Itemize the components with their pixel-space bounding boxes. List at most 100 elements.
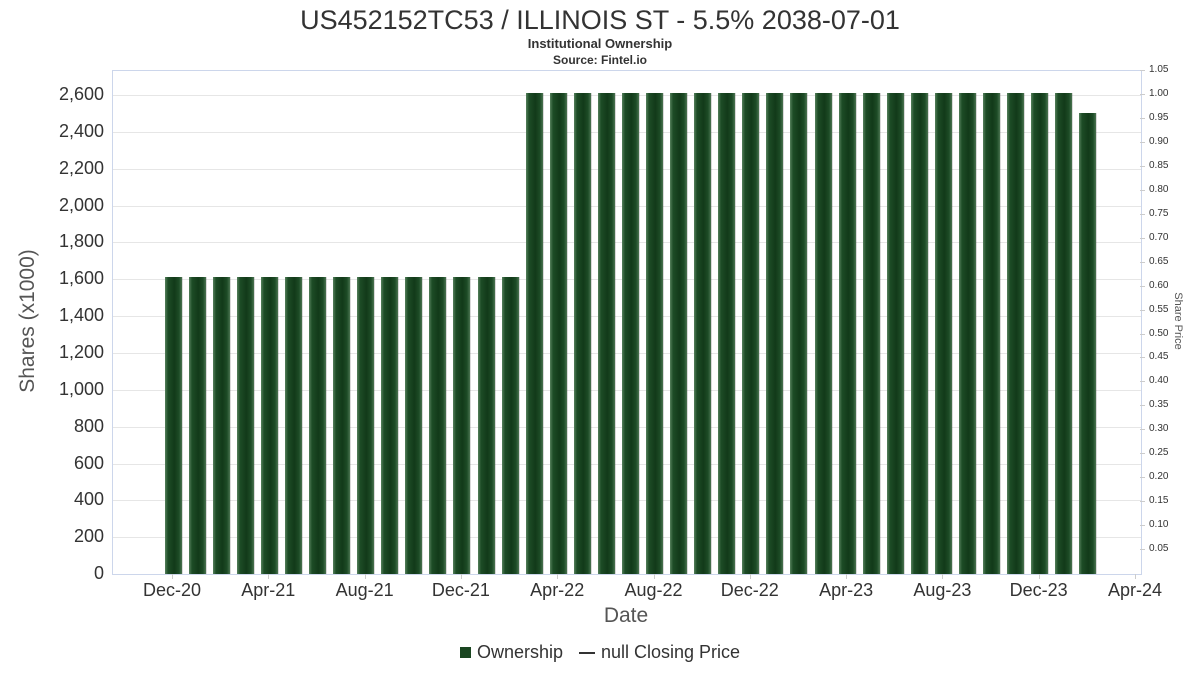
- x-axis-tick-label: Dec-23: [1009, 580, 1068, 600]
- secondary-y-axis-tick-label: 0.75: [1149, 207, 1169, 219]
- secondary-y-axis-tick: [1140, 357, 1145, 359]
- ownership-bar[interactable]: [549, 93, 567, 574]
- ownership-bar[interactable]: [453, 277, 471, 574]
- x-axis-tick: [268, 574, 270, 579]
- ownership-bar[interactable]: [718, 93, 736, 574]
- secondary-y-axis-tick: [1140, 429, 1145, 431]
- ownership-bar[interactable]: [670, 93, 688, 574]
- y-axis-tick-label: 200: [73, 526, 104, 547]
- ownership-bar[interactable]: [308, 277, 326, 574]
- chart-title: US452152TC53 / ILLINOIS ST - 5.5% 2038-0…: [300, 5, 900, 35]
- secondary-y-axis-tick: [1140, 94, 1145, 95]
- y-axis-tick-label: 2,200: [58, 157, 104, 178]
- plot-area[interactable]: [112, 70, 1142, 575]
- ownership-bar[interactable]: [838, 93, 856, 574]
- ownership-bar[interactable]: [525, 93, 543, 574]
- ownership-bar[interactable]: [188, 277, 206, 574]
- ownership-bar[interactable]: [1055, 93, 1073, 574]
- x-axis-tick: [1135, 574, 1136, 579]
- ownership-bar[interactable]: [862, 93, 880, 574]
- y-axis-tick-label: 0: [93, 563, 104, 583]
- ownership-bar[interactable]: [934, 93, 952, 574]
- secondary-y-axis-tick: [1140, 237, 1145, 239]
- x-axis-tick: [557, 574, 559, 579]
- y-axis-tick-label: 1,200: [58, 341, 104, 362]
- ownership-bar[interactable]: [766, 93, 784, 574]
- secondary-y-axis-tick-label: 0.90: [1149, 135, 1169, 147]
- secondary-y-axis-tick-label: 0.45: [1149, 351, 1169, 363]
- secondary-y-axis-tick-label: 0.50: [1149, 327, 1169, 339]
- secondary-y-axis-tick-label: 0.70: [1149, 231, 1169, 243]
- ownership-bar[interactable]: [597, 93, 615, 574]
- y-axis-tick-label: 600: [73, 452, 104, 473]
- x-axis-tick-label: Apr-22: [530, 580, 585, 600]
- secondary-y-axis-tick-label: 0.85: [1149, 159, 1169, 171]
- ownership-bar[interactable]: [694, 93, 712, 574]
- secondary-y-axis-tick-label: 0.05: [1149, 543, 1169, 554]
- secondary-y-axis-tick-label: 1.00: [1149, 88, 1169, 99]
- ownership-bar[interactable]: [284, 277, 302, 574]
- legend-item-ownership[interactable]: Ownership: [459, 642, 563, 663]
- secondary-y-axis-tick: [1140, 213, 1145, 215]
- secondary-y-axis-tick-label: 0.60: [1149, 279, 1169, 291]
- secondary-y-axis-tick-label: 1.05: [1149, 64, 1169, 75]
- ownership-bar[interactable]: [886, 93, 904, 574]
- ownership-bar[interactable]: [573, 93, 591, 574]
- ownership-bar[interactable]: [742, 93, 760, 574]
- secondary-y-axis-tick: [1140, 285, 1145, 287]
- ownership-bar[interactable]: [814, 93, 832, 574]
- x-axis-tick-label: Aug-22: [624, 580, 683, 600]
- x-axis-title: Date: [603, 604, 649, 627]
- ownership-bar[interactable]: [405, 277, 423, 574]
- ownership-bar[interactable]: [333, 277, 350, 574]
- x-axis-tick-label: Apr-24: [1107, 580, 1163, 600]
- y-axis-tick-label: 1,000: [58, 378, 104, 399]
- ownership-bar[interactable]: [646, 93, 663, 574]
- ownership-bar[interactable]: [477, 277, 495, 574]
- y-axis-tick-label: 400: [73, 489, 104, 510]
- y-axis-tick-label: 1,600: [58, 268, 104, 289]
- secondary-y-axis-tick: [1140, 189, 1145, 191]
- legend-label-ownership: Ownership: [476, 642, 563, 662]
- ownership-bar[interactable]: [260, 277, 278, 574]
- legend-item-closing-price[interactable]: null Closing Price: [578, 642, 741, 663]
- ownership-bar[interactable]: [357, 277, 375, 574]
- legend-label-closing-price: null Closing Price: [600, 642, 741, 662]
- secondary-y-axis-tick: [1140, 333, 1145, 335]
- ownership-bar[interactable]: [1079, 113, 1097, 574]
- secondary-y-axis-tick-label: 0.30: [1149, 423, 1169, 435]
- secondary-y-axis-tick: [1140, 501, 1145, 503]
- x-axis-tick: [846, 574, 848, 579]
- ownership-bar[interactable]: [164, 277, 182, 574]
- ownership-bar[interactable]: [212, 277, 230, 574]
- ownership-bar[interactable]: [1007, 93, 1025, 574]
- legend: Ownership null Closing Price: [0, 642, 1200, 663]
- y-axis-tick-label: 800: [73, 415, 104, 436]
- x-axis-tick-label: Dec-20: [142, 580, 202, 600]
- ownership-bar[interactable]: [621, 93, 639, 574]
- ownership-bar[interactable]: [429, 277, 447, 574]
- x-axis-tick: [460, 574, 462, 579]
- ownership-bar[interactable]: [910, 93, 928, 574]
- ownership-bar[interactable]: [983, 93, 1000, 574]
- ownership-bar[interactable]: [501, 277, 519, 574]
- secondary-y-axis-tick: [1140, 405, 1145, 407]
- x-axis-tick-label: Apr-23: [819, 580, 874, 600]
- secondary-y-axis-tick: [1140, 261, 1145, 263]
- closing-price-series-marker: [578, 651, 595, 654]
- ownership-bar[interactable]: [381, 277, 399, 574]
- secondary-y-axis-tick: [1140, 309, 1145, 311]
- x-axis-tick: [653, 574, 655, 579]
- x-axis-tick: [942, 574, 944, 579]
- ownership-bar[interactable]: [959, 93, 976, 574]
- x-axis-tick: [172, 574, 173, 579]
- secondary-y-axis-tick: [1140, 525, 1145, 527]
- y-axis-tick-label: 1,400: [58, 305, 104, 326]
- y-axis-tick-label: 2,000: [58, 194, 104, 215]
- secondary-y-axis-tick: [1140, 165, 1145, 167]
- ownership-bar[interactable]: [236, 277, 254, 574]
- secondary-y-axis-tick-label: 0.65: [1149, 255, 1169, 267]
- chart-source: Source: Fintel.io: [552, 53, 647, 67]
- ownership-bar[interactable]: [790, 93, 808, 574]
- ownership-bar[interactable]: [1031, 93, 1049, 574]
